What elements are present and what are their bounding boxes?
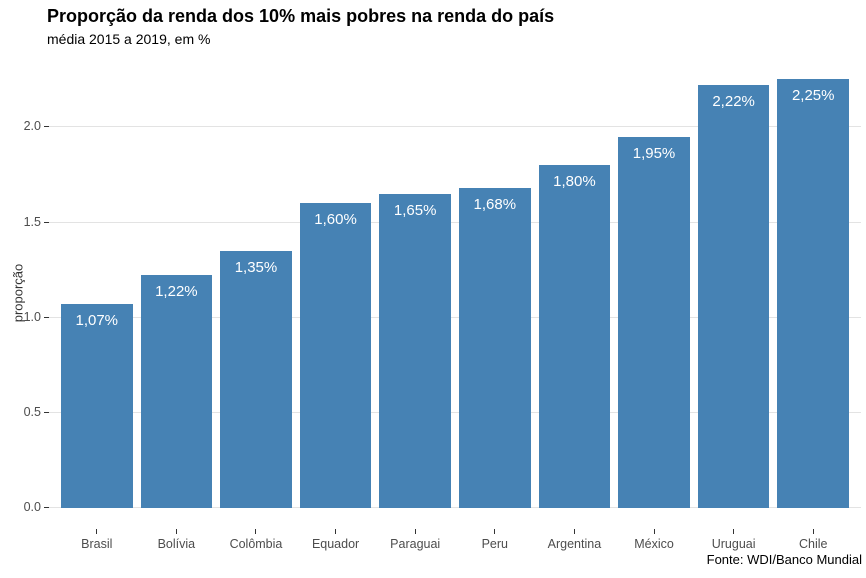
x-tick-mark (653, 529, 655, 534)
x-tick-mark (255, 529, 257, 534)
bar-value-label: 1,95% (632, 144, 676, 162)
y-tick-mark (43, 126, 49, 128)
bar-value-label: 1,68% (473, 195, 517, 213)
x-tick-mark (573, 529, 575, 534)
x-tick-label: Uruguai (711, 537, 756, 551)
x-tick-mark (733, 529, 735, 534)
x-tick-label: México (634, 537, 674, 551)
bar: 1,68% (458, 187, 531, 508)
y-tick-label: 1.5 (23, 214, 41, 229)
bar: 1,22% (140, 275, 213, 508)
plot-panel: 1,07% 1,22% 1,35% 1,60% 1,65% 1,68% 1,80% 1,95%… (49, 58, 861, 529)
bar-value-label: 1,65% (393, 201, 437, 219)
y-tick-mark (43, 412, 49, 413)
x-tick-label: Argentina (547, 537, 602, 551)
bar-value-label: 1,35% (234, 258, 278, 276)
gridline (49, 507, 861, 509)
bar-value-label: 1,60% (314, 211, 357, 229)
bar-value-label: 1,07% (75, 312, 119, 330)
x-tick-label: Chile (798, 537, 828, 551)
x-tick-label: Bolívia (157, 537, 196, 551)
source-caption: Fonte: WDI/Banco Mundial (706, 552, 862, 567)
x-tick-mark (414, 529, 416, 534)
bar: 2,22% (697, 85, 770, 508)
bar: 1,80% (538, 165, 611, 508)
bar: 2,25% (777, 79, 850, 508)
x-tick-label: Brasil (81, 537, 113, 551)
x-tick-label: Equador (311, 537, 360, 551)
y-tick-label: 0.0 (23, 500, 41, 515)
bar: 1,35% (220, 250, 292, 508)
bar-value-label: 1,22% (155, 283, 198, 301)
gridline (49, 126, 861, 128)
x-tick-mark (175, 529, 177, 534)
y-tick-mark (43, 507, 49, 509)
bar-value-label: 1,80% (553, 173, 596, 191)
bar: 1,60% (299, 203, 372, 508)
bar: 1,95% (618, 136, 690, 508)
chart-title: Proporção da renda dos 10% mais pobres n… (47, 6, 555, 26)
bar: 1,07% (60, 304, 133, 508)
bar-value-label: 2,25% (791, 87, 835, 105)
y-tick-label: 0.5 (23, 405, 41, 419)
x-tick-mark (96, 529, 98, 534)
y-tick-mark (43, 316, 49, 318)
gridline (49, 221, 861, 223)
x-tick-label: Paraguai (390, 537, 441, 551)
bar-value-label: 2,22% (712, 93, 755, 111)
y-tick-label: 1.0 (23, 309, 41, 324)
x-tick-mark (335, 529, 337, 534)
x-tick-mark (494, 529, 496, 534)
y-tick-label: 2.0 (23, 119, 41, 134)
gridline (49, 412, 861, 413)
gridline (49, 316, 861, 318)
bar: 1,65% (379, 193, 451, 508)
x-tick-label: Colômbia (229, 537, 283, 551)
x-tick-mark (812, 529, 814, 534)
chart-subtitle: média 2015 a 2019, em % (47, 31, 211, 47)
y-tick-mark (43, 221, 49, 223)
x-tick-label: Peru (481, 537, 508, 551)
